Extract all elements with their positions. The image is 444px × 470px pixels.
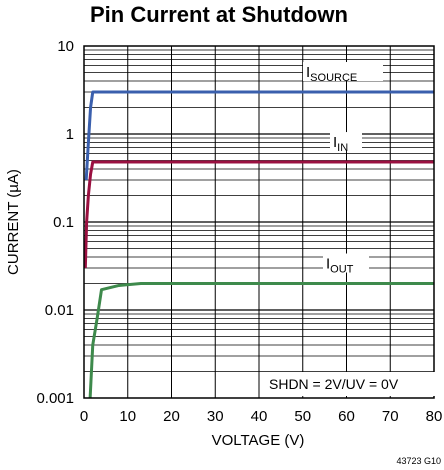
x-tick-label: 0 <box>80 408 88 425</box>
ticks: 0 10 20 30 40 50 60 70 80 0.001 0.01 0.1 1 10 <box>36 38 442 425</box>
annotation: SHDN = 2V/UV = 0V <box>263 372 435 396</box>
figure-id: 43723 G10 <box>396 456 441 466</box>
series-label-box <box>323 253 369 273</box>
x-tick-label: 80 <box>426 408 443 425</box>
grid <box>84 46 434 398</box>
annotation-box <box>263 372 435 396</box>
x-tick-label: 10 <box>119 408 136 425</box>
series-label-iin: IIN <box>333 134 348 154</box>
y-tick-label: 0.1 <box>53 214 74 231</box>
x-tick-label: 70 <box>382 408 399 425</box>
x-tick-label: 50 <box>294 408 311 425</box>
y-axis-label: CURRENT (µA) <box>5 169 22 275</box>
x-tick-label: 40 <box>251 408 268 425</box>
x-axis-label: VOLTAGE (V) <box>212 432 305 449</box>
series-label-isource: ISOURCE <box>306 64 357 84</box>
annotation-text: SHDN = 2V/UV = 0V <box>269 376 399 392</box>
y-tick-label: 10 <box>57 38 74 55</box>
x-tick-label: 30 <box>207 408 224 425</box>
series-lines <box>83 90 434 399</box>
series-line-isource <box>84 90 434 181</box>
series-label-box <box>303 62 383 82</box>
chart-title: Pin Current at Shutdown <box>90 2 348 27</box>
x-tick-label: 60 <box>338 408 355 425</box>
x-tick-label: 20 <box>163 408 180 425</box>
series-labels: ISOURCE IIN IOUT <box>303 62 383 276</box>
y-tick-label: 1 <box>66 126 74 143</box>
series-line-iout <box>88 282 434 399</box>
series-label-box <box>330 132 362 152</box>
plot-frame <box>83 45 435 399</box>
y-tick-label: 0.001 <box>36 390 74 407</box>
series-line-iin <box>83 160 434 269</box>
y-tick-label: 0.01 <box>45 302 74 319</box>
series-label-iout: IOUT <box>326 256 354 276</box>
